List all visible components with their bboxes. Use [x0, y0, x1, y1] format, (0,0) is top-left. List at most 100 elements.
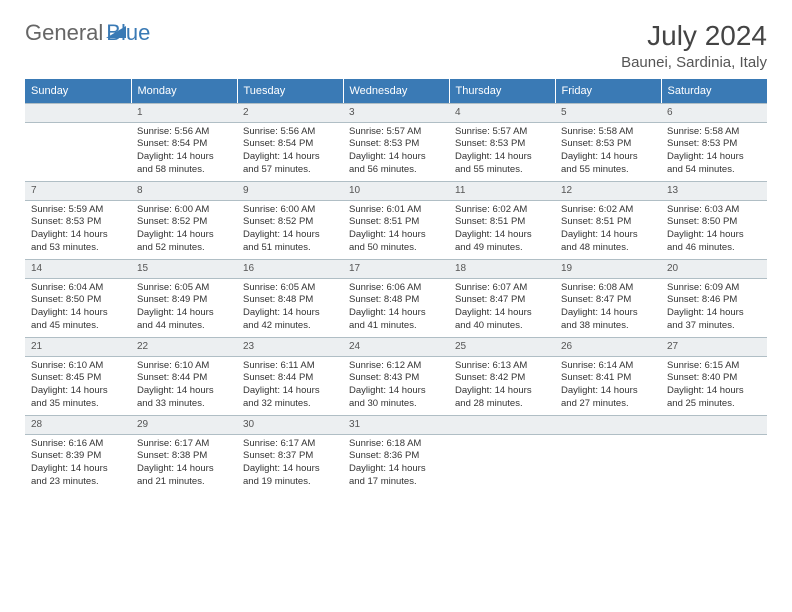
day-number: 7: [25, 181, 131, 201]
sunset-text: Sunset: 8:44 PM: [137, 372, 231, 385]
day-number: 27: [661, 337, 767, 357]
day-data: Sunrise: 6:12 AMSunset: 8:43 PMDaylight:…: [343, 357, 449, 413]
daylight-text: Daylight: 14 hours and 45 minutes.: [31, 307, 125, 333]
sunset-text: Sunset: 8:38 PM: [137, 450, 231, 463]
sunset-text: Sunset: 8:48 PM: [349, 294, 443, 307]
sunrise-text: Sunrise: 5:57 AM: [455, 126, 549, 139]
daylight-text: Daylight: 14 hours and 42 minutes.: [243, 307, 337, 333]
day-number: [555, 415, 661, 435]
day-number: 23: [237, 337, 343, 357]
sunrise-text: Sunrise: 6:05 AM: [137, 282, 231, 295]
calendar-day-cell: 26Sunrise: 6:14 AMSunset: 8:41 PMDayligh…: [555, 337, 661, 415]
sunset-text: Sunset: 8:39 PM: [31, 450, 125, 463]
daylight-text: Daylight: 14 hours and 56 minutes.: [349, 151, 443, 177]
daylight-text: Daylight: 14 hours and 53 minutes.: [31, 229, 125, 255]
calendar-day-cell: [25, 103, 131, 181]
sunset-text: Sunset: 8:51 PM: [349, 216, 443, 229]
calendar-day-cell: 7 Sunrise: 5:59 AMSunset: 8:53 PMDaylight…: [25, 181, 131, 259]
daylight-text: Daylight: 14 hours and 37 minutes.: [667, 307, 761, 333]
day-number: 12: [555, 181, 661, 201]
sunset-text: Sunset: 8:37 PM: [243, 450, 337, 463]
day-data: Sunrise: 6:15 AMSunset: 8:40 PMDaylight:…: [661, 357, 767, 413]
day-data: Sunrise: 6:14 AMSunset: 8:41 PMDaylight:…: [555, 357, 661, 413]
sunset-text: Sunset: 8:52 PM: [137, 216, 231, 229]
day-number: 24: [343, 337, 449, 357]
day-number: [25, 103, 131, 123]
day-number: 6: [661, 103, 767, 123]
sunrise-text: Sunrise: 6:14 AM: [561, 360, 655, 373]
weekday-header: Saturday: [661, 79, 767, 103]
sunset-text: Sunset: 8:49 PM: [137, 294, 231, 307]
sunrise-text: Sunrise: 6:12 AM: [349, 360, 443, 373]
sunrise-text: Sunrise: 6:03 AM: [667, 204, 761, 217]
day-data: Sunrise: 6:00 AMSunset: 8:52 PMDaylight:…: [131, 201, 237, 257]
day-number: 22: [131, 337, 237, 357]
calendar-day-cell: 10Sunrise: 6:01 AMSunset: 8:51 PMDayligh…: [343, 181, 449, 259]
calendar-day-cell: 28Sunrise: 6:16 AMSunset: 8:39 PMDayligh…: [25, 415, 131, 493]
sunset-text: Sunset: 8:43 PM: [349, 372, 443, 385]
sunrise-text: Sunrise: 5:56 AM: [243, 126, 337, 139]
daylight-text: Daylight: 14 hours and 25 minutes.: [667, 385, 761, 411]
daylight-text: Daylight: 14 hours and 58 minutes.: [137, 151, 231, 177]
day-data: Sunrise: 6:02 AMSunset: 8:51 PMDaylight:…: [555, 201, 661, 257]
daylight-text: Daylight: 14 hours and 21 minutes.: [137, 463, 231, 489]
sunrise-text: Sunrise: 6:10 AM: [137, 360, 231, 373]
sunset-text: Sunset: 8:54 PM: [137, 138, 231, 151]
calendar-day-cell: 20Sunrise: 6:09 AMSunset: 8:46 PMDayligh…: [661, 259, 767, 337]
day-number: 29: [131, 415, 237, 435]
daylight-text: Daylight: 14 hours and 55 minutes.: [561, 151, 655, 177]
sunrise-text: Sunrise: 5:58 AM: [667, 126, 761, 139]
sunrise-text: Sunrise: 6:09 AM: [667, 282, 761, 295]
day-number: 20: [661, 259, 767, 279]
sunset-text: Sunset: 8:53 PM: [349, 138, 443, 151]
sunset-text: Sunset: 8:53 PM: [31, 216, 125, 229]
sunrise-text: Sunrise: 6:01 AM: [349, 204, 443, 217]
sunset-text: Sunset: 8:53 PM: [561, 138, 655, 151]
sunrise-text: Sunrise: 6:18 AM: [349, 438, 443, 451]
calendar-week-row: 14Sunrise: 6:04 AMSunset: 8:50 PMDayligh…: [25, 259, 767, 337]
sunrise-text: Sunrise: 6:00 AM: [243, 204, 337, 217]
calendar-week-row: 1Sunrise: 5:56 AMSunset: 8:54 PMDaylight…: [25, 103, 767, 181]
day-data: Sunrise: 5:56 AMSunset: 8:54 PMDaylight:…: [131, 123, 237, 179]
calendar-day-cell: 2Sunrise: 5:56 AMSunset: 8:54 PMDaylight…: [237, 103, 343, 181]
day-data: Sunrise: 6:06 AMSunset: 8:48 PMDaylight:…: [343, 279, 449, 335]
calendar-week-row: 21Sunrise: 6:10 AMSunset: 8:45 PMDayligh…: [25, 337, 767, 415]
sunrise-text: Sunrise: 6:17 AM: [137, 438, 231, 451]
calendar-week-row: 7Sunrise: 5:59 AMSunset: 8:53 PMDaylight…: [25, 181, 767, 259]
day-data: Sunrise: 6:13 AMSunset: 8:42 PMDaylight:…: [449, 357, 555, 413]
calendar-day-cell: 18Sunrise: 6:07 AMSunset: 8:47 PMDayligh…: [449, 259, 555, 337]
daylight-text: Daylight: 14 hours and 19 minutes.: [243, 463, 337, 489]
calendar-day-cell: 17Sunrise: 6:06 AMSunset: 8:48 PMDayligh…: [343, 259, 449, 337]
daylight-text: Daylight: 14 hours and 17 minutes.: [349, 463, 443, 489]
day-data: Sunrise: 5:56 AMSunset: 8:54 PMDaylight:…: [237, 123, 343, 179]
day-number: [449, 415, 555, 435]
weekday-header: Wednesday: [343, 79, 449, 103]
day-data: Sunrise: 6:02 AMSunset: 8:51 PMDaylight:…: [449, 201, 555, 257]
sunrise-text: Sunrise: 6:06 AM: [349, 282, 443, 295]
sunrise-text: Sunrise: 6:11 AM: [243, 360, 337, 373]
day-number: 9: [237, 181, 343, 201]
day-number: 3: [343, 103, 449, 123]
calendar-day-cell: 22Sunrise: 6:10 AMSunset: 8:44 PMDayligh…: [131, 337, 237, 415]
weekday-header: Friday: [555, 79, 661, 103]
day-data: Sunrise: 6:00 AMSunset: 8:52 PMDaylight:…: [237, 201, 343, 257]
day-number: 8: [131, 181, 237, 201]
daylight-text: Daylight: 14 hours and 50 minutes.: [349, 229, 443, 255]
day-data: Sunrise: 5:58 AMSunset: 8:53 PMDaylight:…: [661, 123, 767, 179]
calendar-day-cell: 8Sunrise: 6:00 AMSunset: 8:52 PMDaylight…: [131, 181, 237, 259]
weekday-header: Tuesday: [237, 79, 343, 103]
day-data: Sunrise: 6:04 AMSunset: 8:50 PMDaylight:…: [25, 279, 131, 335]
day-data: Sunrise: 6:10 AMSunset: 8:44 PMDaylight:…: [131, 357, 237, 413]
daylight-text: Daylight: 14 hours and 49 minutes.: [455, 229, 549, 255]
brand-part1: General: [25, 20, 103, 46]
daylight-text: Daylight: 14 hours and 57 minutes.: [243, 151, 337, 177]
sunset-text: Sunset: 8:52 PM: [243, 216, 337, 229]
sunset-text: Sunset: 8:45 PM: [31, 372, 125, 385]
day-data: Sunrise: 5:57 AMSunset: 8:53 PMDaylight:…: [343, 123, 449, 179]
sunset-text: Sunset: 8:54 PM: [243, 138, 337, 151]
calendar-day-cell: 12Sunrise: 6:02 AMSunset: 8:51 PMDayligh…: [555, 181, 661, 259]
daylight-text: Daylight: 14 hours and 52 minutes.: [137, 229, 231, 255]
sunrise-text: Sunrise: 5:59 AM: [31, 204, 125, 217]
calendar-day-cell: [555, 415, 661, 493]
day-data: Sunrise: 6:10 AMSunset: 8:45 PMDaylight:…: [25, 357, 131, 413]
